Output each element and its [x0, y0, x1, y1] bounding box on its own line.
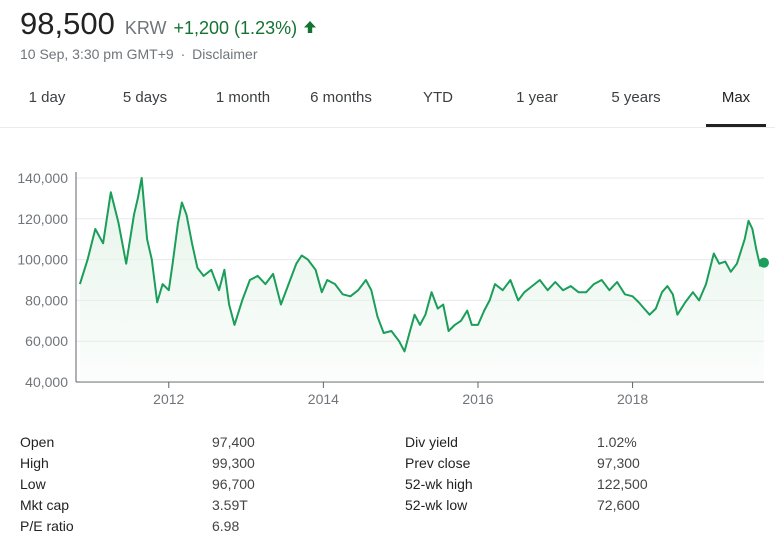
tab-label: 1 month	[215, 89, 271, 106]
x-tick-label: 2014	[308, 391, 339, 407]
quote-subline: 10 Sep, 3:30 pm GMT+9 · Disclaimer	[20, 46, 258, 62]
tab-1-day[interactable]: 1 day	[18, 78, 76, 126]
separator-dot: ·	[180, 46, 186, 62]
x-tick-label: 2016	[462, 391, 493, 407]
tab-label: 1 day	[28, 89, 66, 106]
stat-label: Prev close	[405, 455, 471, 471]
stat-value: 1.02%	[597, 434, 637, 450]
disclaimer-link[interactable]: Disclaimer	[192, 46, 258, 62]
tab-label: 1 year	[516, 89, 558, 106]
stat-value: 3.59T	[212, 497, 248, 513]
stat-label: 52-wk low	[405, 497, 468, 513]
tab-1-month[interactable]: 1 month	[207, 78, 279, 126]
price-change: +1,200 (1.23%)	[173, 18, 298, 38]
x-tick-label: 2018	[617, 391, 648, 407]
stat-value: 97,400	[212, 434, 255, 450]
stat-label: Mkt cap	[20, 497, 70, 513]
stat-value: 96,700	[212, 476, 255, 492]
stat-label: Open	[20, 434, 55, 450]
last-point-marker	[759, 257, 769, 268]
stat-value: 97,300	[597, 455, 640, 471]
y-tick-label: 40,000	[25, 374, 68, 390]
quote-timestamp: 10 Sep, 3:30 pm GMT+9	[20, 46, 174, 62]
stat-label: High	[20, 455, 49, 471]
stat-label: Div yield	[405, 434, 458, 450]
stat-label: P/E ratio	[20, 518, 74, 534]
series-line	[78, 177, 765, 353]
series-area	[79, 178, 764, 382]
tab-1-year[interactable]: 1 year	[504, 78, 570, 126]
stat-value: 99,300	[212, 455, 255, 471]
y-tick-label: 60,000	[25, 333, 68, 349]
currency-code: KRW	[124, 18, 167, 38]
tab-5-days[interactable]: 5 days	[112, 78, 178, 126]
y-tick-label: 120,000	[17, 211, 68, 227]
tab-max[interactable]: Max	[706, 78, 766, 127]
stat-value: 6.98	[212, 518, 240, 534]
stat-label: Low	[20, 476, 46, 492]
tab-ytd[interactable]: YTD	[412, 78, 464, 126]
tab-label: 6 months	[310, 89, 372, 106]
tab-5-years[interactable]: 5 years	[600, 78, 672, 126]
y-tick-label: 80,000	[25, 292, 68, 308]
current-price: 98,500	[20, 6, 115, 41]
tab-label: 5 years	[611, 89, 661, 106]
stat-value: 122,500	[597, 476, 648, 492]
arrow-up-icon	[304, 21, 317, 33]
price-chart[interactable]: 140,000 120,000 100,000 80,000 60,000 40,000 2…	[0, 130, 775, 420]
y-tick-label: 100,000	[17, 252, 68, 268]
tab-6-months[interactable]: 6 months	[300, 78, 382, 126]
x-tick-label: 2012	[153, 391, 184, 407]
tab-label: 5 days	[122, 89, 168, 106]
quote-header: 98,500 KRW +1,200 (1.23%)	[20, 6, 317, 42]
stat-label: 52-wk high	[405, 476, 473, 492]
y-tick-label: 140,000	[17, 170, 68, 186]
range-tabs: 1 day 5 days 1 month 6 months YTD 1 year…	[0, 78, 775, 128]
stat-value: 72,600	[597, 497, 640, 513]
tab-label: YTD	[423, 89, 453, 106]
tab-label: Max	[721, 89, 751, 106]
